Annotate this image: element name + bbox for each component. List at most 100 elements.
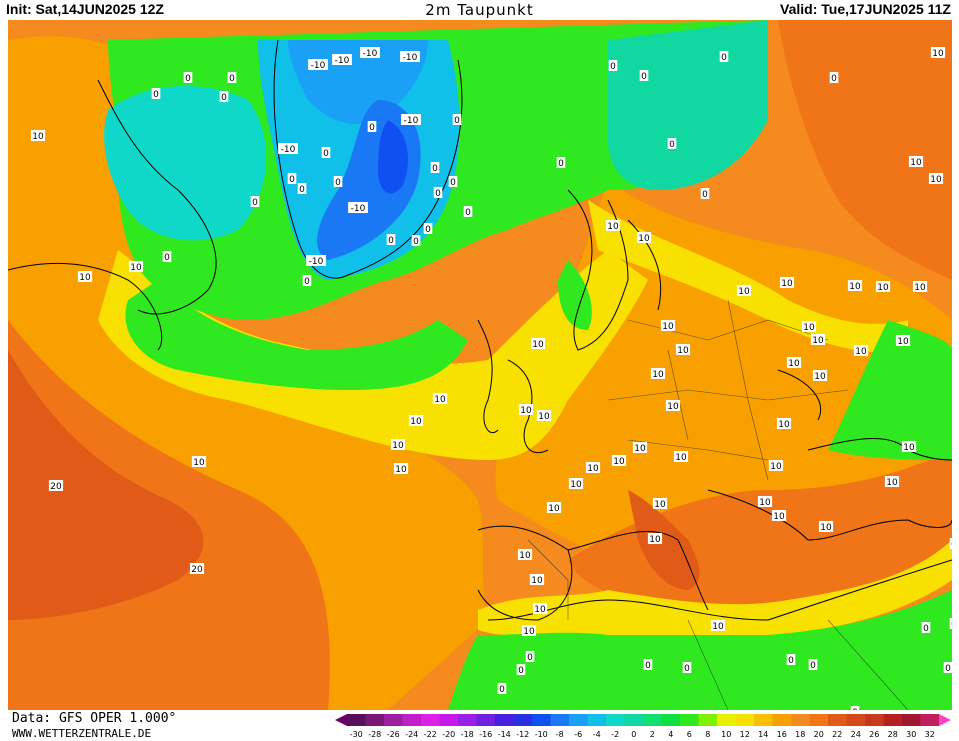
contour-label: 0 [921,622,931,634]
contour-label-bg [401,114,421,125]
contour-label-bg [518,404,534,415]
contour-label-bg [48,480,64,491]
contour-label: -10 [401,114,421,126]
contour-label-text: 10 [675,453,687,463]
contour-label: 0 [411,235,421,247]
legend-swatch [384,714,403,726]
norway-green [558,260,592,330]
contour-label-text: 0 [252,198,258,208]
contour-label-bg [636,232,652,243]
contour-labels: -10 -10-10 -10-10-10-10-100000000000000000… [30,47,952,710]
legend-swatch [458,714,477,726]
contour-label-text: 0 [289,175,295,185]
contour-label-bg [818,521,834,532]
contour-label-text: 10 [79,273,91,283]
valid-time: Valid: Tue,17JUN2025 11Z [780,1,951,17]
contour-label: 10 [801,321,817,333]
contour-label-bg [287,173,297,184]
contour-label: 10 [779,277,795,289]
contour-label-text: 10 [654,500,666,510]
contour-label: 10 [768,460,784,472]
contour-label-bg [660,320,676,331]
legend-swatch [643,714,662,726]
greenland-core [378,120,408,194]
legend-swatch [661,714,681,726]
atlantic-hot-core [8,350,204,620]
contour-label-text: 10 [910,158,922,168]
contour-label-bg [771,510,787,521]
contour-label: 0 [682,662,692,674]
contour-label: 10 [530,338,546,350]
legend-tick-label: -26 [387,730,400,739]
contour-label-bg [306,255,326,266]
contour-label: 0 [250,196,260,208]
contour-label-text: 10 [932,49,944,59]
contour-label-bg [943,662,952,673]
legend-swatch [550,714,570,726]
contour-label-text: 0 [721,53,727,63]
contour-label-text: 0 [923,624,929,634]
contour-label-text: 0 [425,225,431,235]
map-canvas: -10 -10-10 -10-10-10-10-100000000000000000… [8,20,952,710]
contour-label: 0 [219,91,229,103]
contour-label-bg [400,51,420,62]
contour-label-text: -10 [404,116,419,126]
contour-label-bg [901,441,917,452]
contour-label-text: 10 [531,576,543,586]
contour-label-bg [847,280,863,291]
contour-label-bg [928,173,944,184]
contour-label-text: 0 [641,72,647,82]
contour-label-text: -10 [403,53,418,63]
contour-label: 10 [390,439,406,451]
contour-label-text: 10 [903,443,915,453]
contour-label-bg [884,476,900,487]
contour-label: 10 [660,320,676,332]
contour-label-bg [517,549,533,560]
contour-label: 10 [432,393,448,405]
legend-swatch [920,714,940,726]
contour-label: 10 [611,455,627,467]
contour-label-bg [386,234,396,245]
legend-tick-label: -18 [461,730,474,739]
contour-label-text: 10 [814,372,826,382]
color-legend: -30 -28 -26 -24 -22 -20 -18 -16 -14 -12 -10 -8 -6 -4-… [335,714,951,739]
contour-label-text: 10 [770,462,782,472]
legend-tick-label: -28 [368,730,381,739]
contour-label-text: -10 [281,145,296,155]
contour-label-text: 10 [820,523,832,533]
contour-label: -10 [360,47,380,59]
contour-label-text: 10 [649,535,661,545]
contour-label-text: 10 [638,234,650,244]
contour-label-bg [77,271,93,282]
contour-label-text: 0 [304,277,310,287]
legend-swatch [476,714,496,726]
contour-label-bg [556,157,566,168]
contour-label-text: 10 [877,283,889,293]
contour-label-bg [227,72,237,83]
contour-label: 10 [771,510,787,522]
contour-label: 10 [853,345,869,357]
contour-label: 0 [556,157,566,169]
contour-label: 0 [700,188,710,200]
contour-label-text: 0 [435,189,441,199]
contour-label: 10 [546,502,562,514]
contour-label-bg [665,400,681,411]
contour-label: 0 [949,538,952,550]
legend-swatch [495,714,514,726]
contour-label-bg [639,70,649,81]
legend-swatch [439,714,459,726]
contour-label-bg [895,335,911,346]
legend-arrow-right [939,714,951,726]
contour-label-bg [250,196,260,207]
website: WWW.WETTERZENTRALE.DE [12,727,152,740]
legend-tick-label: -12 [516,730,529,739]
contour-label: 0 [497,683,507,695]
contour-label-bg [810,334,826,345]
northafrica-yellow [478,540,952,637]
contour-label-text: 10 [523,627,535,637]
legend-swatch [365,714,385,726]
contour-label-bg [536,410,552,421]
contour-label-text: 10 [855,347,867,357]
contour-label-text: 10 [520,406,532,416]
contour-label-text: 0 [852,708,858,710]
